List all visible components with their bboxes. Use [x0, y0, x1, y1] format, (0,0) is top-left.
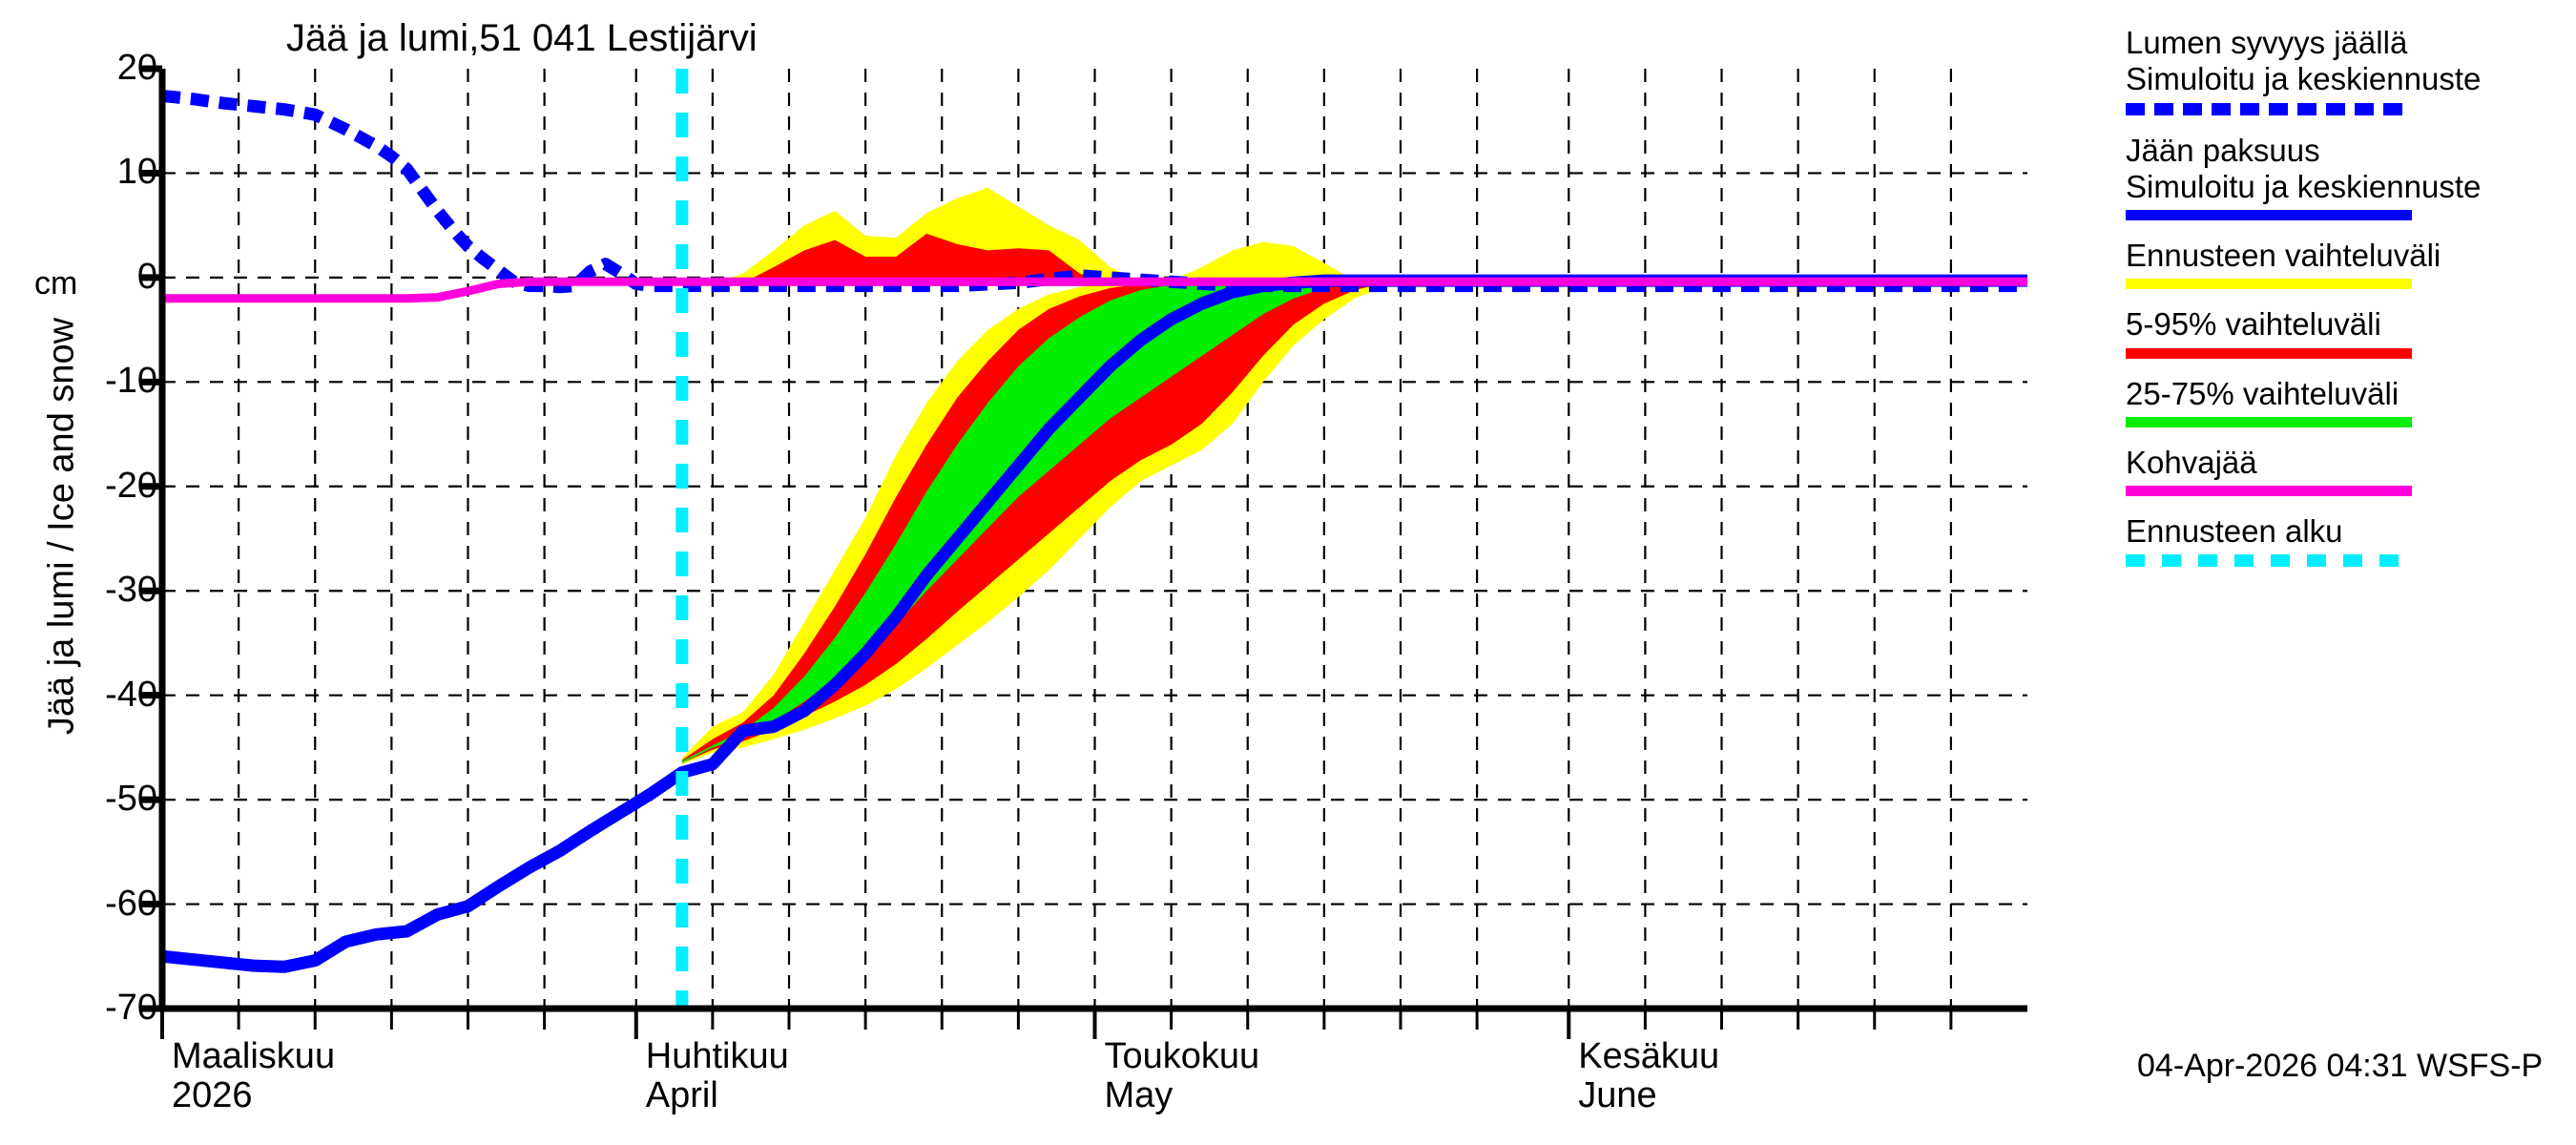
legend-swatch [2126, 102, 2402, 115]
series-jnpaksuus [161, 274, 2027, 973]
y-tick-label: 10 [116, 152, 157, 193]
legend-label-secondary: Simuloitu ja keskiennuste [2126, 168, 2482, 204]
legend-label-primary: 25-75% vaihteluväli [2126, 375, 2399, 411]
y-tick-label: 0 [136, 256, 157, 297]
legend-swatch [2126, 416, 2412, 427]
y-axis-tick-labels: 20 10 0 -10 -20 -30 -40 -50 -60 -70 [38, 0, 157, 1145]
series-kohvaj [162, 277, 2027, 303]
y-tick-label: -70 [105, 988, 157, 1028]
legend-entry: Lumen syvyys jäällä Simuloitu ja keskienn… [2126, 25, 2574, 115]
legend-label-primary: Ennusteen vaihteluväli [2126, 238, 2441, 274]
data-series [161, 89, 2027, 973]
legend-label-primary: Lumen syvyys jäällä [2126, 25, 2408, 60]
y-tick-label: -30 [105, 570, 157, 611]
legend-label-primary: 5-95% vaihteluväli [2126, 306, 2381, 343]
legend-label-primary: Jään paksuus [2126, 132, 2320, 168]
footer-timestamp: 04-Apr-2026 04:31 WSFS-P [2137, 1048, 2544, 1084]
snowband-ff0000 [681, 233, 1417, 286]
legend-label-primary: Ennusteen alku [2126, 513, 2343, 550]
y-tick-label: -50 [105, 779, 157, 820]
chart-legend: Lumen syvyys jäällä Simuloitu ja keskienn… [2126, 25, 2574, 584]
legend-entry: 5-95% vaihteluväli [2126, 306, 2574, 359]
legend-entry: Ennusteen vaihteluväli [2126, 238, 2574, 290]
x-tick-label: Huhtikuu April [645, 1036, 789, 1115]
y-tick-label: -10 [105, 361, 157, 402]
x-tick-label: Kesäkuu June [1578, 1036, 1720, 1115]
y-tick-label: -20 [105, 465, 157, 506]
legend-swatch [2126, 279, 2412, 290]
legend-label-primary: Kohvajää [2126, 444, 2257, 480]
x-tick-label: Maaliskuu 2026 [172, 1036, 336, 1115]
legend-swatch [2126, 210, 2412, 221]
page-title: Jää ja lumi,51 041 Lestijärvi [286, 17, 758, 59]
legend-label-secondary: Simuloitu ja keskiennuste [2126, 61, 2482, 97]
y-tick-label: 20 [116, 48, 157, 88]
y-axis-unit: cm [34, 265, 78, 302]
axis-frame [141, 65, 2027, 1039]
legend-entry: Jään paksuus Simuloitu ja keskiennuste [2126, 133, 2574, 221]
legend-swatch [2126, 347, 2412, 359]
uncertainty-bands [681, 187, 1417, 764]
legend-swatch [2126, 486, 2412, 497]
legend-entry: Kohvajää [2126, 444, 2574, 497]
y-tick-label: -40 [105, 674, 157, 715]
y-tick-label: -60 [105, 883, 157, 924]
legend-entry: 25-75% vaihteluväli [2126, 376, 2574, 427]
legend-swatch [2126, 554, 2402, 568]
legend-entry: Ennusteen alku [2126, 513, 2574, 568]
band-00ee00 [681, 281, 1417, 763]
x-tick-label: Toukokuu May [1104, 1036, 1260, 1115]
